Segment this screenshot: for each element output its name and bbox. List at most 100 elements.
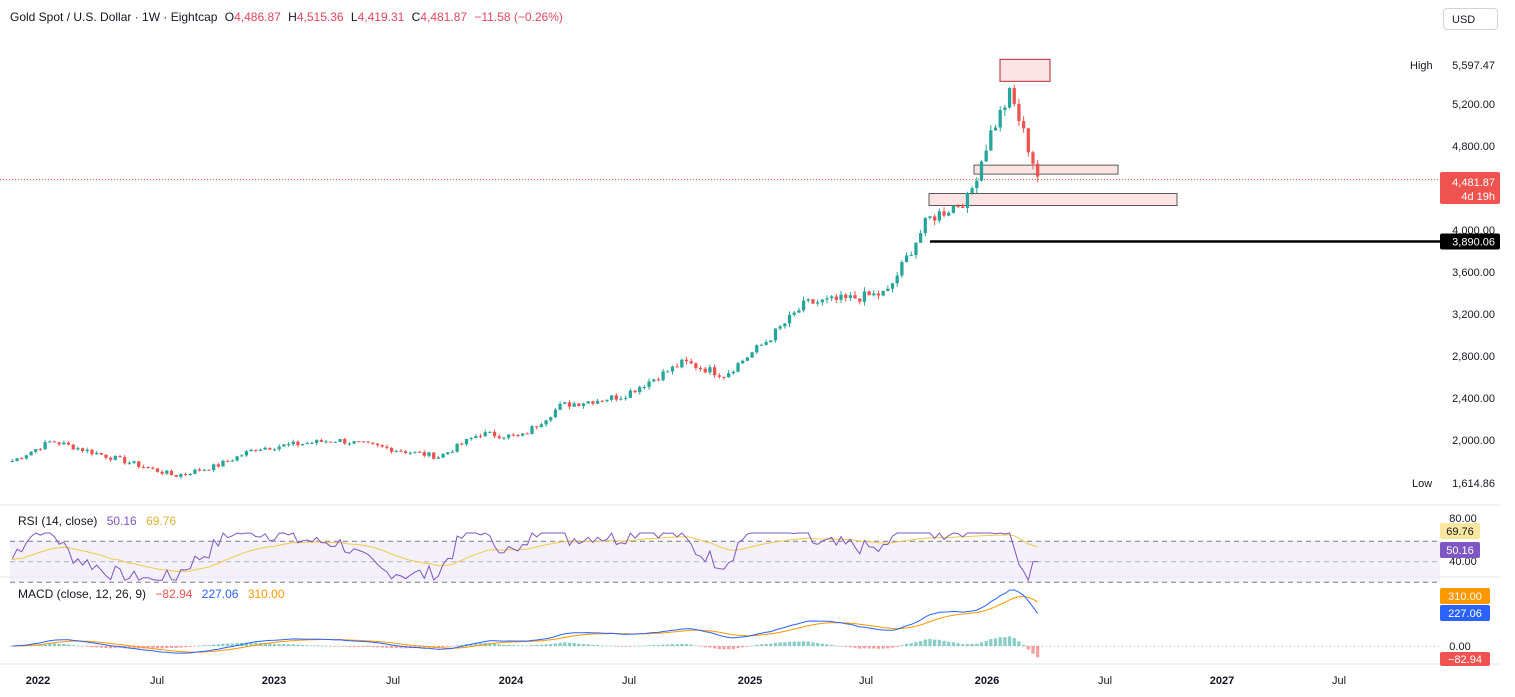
macd-signal-line <box>12 595 1038 653</box>
macd-histogram-bar <box>553 643 558 646</box>
macd-histogram-bar <box>450 646 455 647</box>
candle-body <box>254 449 258 451</box>
candle-body <box>291 441 295 445</box>
candle-body <box>778 326 782 329</box>
macd-histogram-bar <box>881 646 885 649</box>
candle-body <box>801 300 806 311</box>
macd-histogram-bar <box>338 646 342 647</box>
macd-hist-tag-value: −82.94 <box>1448 654 1482 666</box>
macd-histogram-bar <box>928 638 932 646</box>
macd-value: 227.06 <box>201 587 239 601</box>
macd-histogram-bar <box>394 646 398 649</box>
candle-body <box>441 454 445 458</box>
current-price-value: 4,481.87 <box>1452 177 1495 189</box>
candle-body <box>478 436 483 438</box>
change-value: −11.58 (−0.26%) <box>474 10 563 24</box>
symbol-title[interactable]: Gold Spot / U.S. Dollar · 1W · Eightcap <box>10 10 218 24</box>
macd-histogram-bar <box>375 646 380 648</box>
candle-body <box>240 455 244 457</box>
macd-histogram-bar <box>296 644 300 646</box>
macd-histogram-bar <box>305 645 309 646</box>
macd-histogram-bar <box>918 641 923 646</box>
candle-body <box>656 379 661 381</box>
macd-histogram-bar <box>670 644 675 646</box>
candle-body <box>609 395 614 400</box>
candle-body <box>511 434 515 436</box>
candle-body <box>689 361 693 364</box>
candle-body <box>825 298 829 300</box>
candle-body <box>755 345 759 353</box>
candle-body <box>277 446 281 450</box>
candle-body <box>464 438 469 445</box>
candle-body <box>15 458 19 462</box>
candle-body <box>371 442 375 444</box>
rsi-line <box>11 532 1038 582</box>
macd-histogram-bar <box>853 646 857 648</box>
low-label: L <box>350 10 358 24</box>
macd-histogram-bar <box>947 641 951 646</box>
macd-histogram-bar <box>778 642 782 646</box>
macd-histogram-bar <box>628 646 632 647</box>
candle-body <box>66 442 71 445</box>
macd-histogram-bar <box>347 646 352 647</box>
macd-histogram-bar <box>638 645 642 647</box>
candle-body <box>961 206 965 209</box>
macd-histogram-bar <box>717 646 721 650</box>
candle-body <box>652 379 656 382</box>
candle-body <box>282 444 286 447</box>
candle-body <box>389 447 394 452</box>
candle-body <box>385 446 389 448</box>
price-tick-label: 3,200.00 <box>1452 309 1495 321</box>
close-label: C <box>411 10 421 24</box>
candle-body <box>1007 88 1012 108</box>
candle-body <box>343 439 347 444</box>
candle-body <box>207 469 211 471</box>
candle-body <box>614 395 618 400</box>
candle-body <box>118 455 122 458</box>
high-label: H <box>288 10 297 24</box>
macd-histogram-bar <box>558 642 562 646</box>
candle-body <box>57 442 61 445</box>
macd-tag-value: 227.06 <box>1448 608 1482 620</box>
candle-body <box>333 441 338 443</box>
time-axis-label: 2024 <box>499 675 524 687</box>
macd-histogram-bar <box>230 643 235 646</box>
candle-body <box>539 424 544 428</box>
candle-body <box>193 469 197 474</box>
macd-histogram-bar <box>830 644 834 646</box>
macd-histogram-bar <box>722 646 726 650</box>
candle-body <box>230 460 235 462</box>
candle-body <box>183 474 188 476</box>
candle-body <box>174 475 178 477</box>
candle-body <box>310 442 314 444</box>
macd-histogram-bar <box>132 646 136 649</box>
macd-histogram-bar <box>965 644 970 646</box>
close-value: 4,481.87 <box>420 10 468 24</box>
currency-button[interactable]: USD <box>1443 8 1498 30</box>
macd-histogram-bar <box>684 644 689 646</box>
candle-body <box>127 462 132 464</box>
macd-histogram-bar <box>811 642 815 646</box>
macd-histogram-bar <box>221 643 225 646</box>
macd-histogram-bar <box>169 646 174 648</box>
macd-histogram-bar <box>769 643 773 646</box>
candle-body <box>272 449 277 451</box>
rsi-header[interactable]: RSI (14, close) 50.16 69.76 <box>18 514 176 528</box>
macd-histogram-bar <box>862 646 867 649</box>
candle-body <box>380 445 384 447</box>
high-value: 4,515.36 <box>296 10 344 24</box>
macd-histogram-bar <box>586 644 590 646</box>
macd-histogram-bar <box>680 643 684 646</box>
macd-histogram-bar <box>624 646 628 647</box>
candle-body <box>900 262 904 276</box>
macd-histogram-bar <box>975 643 979 646</box>
candle-body <box>811 299 815 304</box>
macd-signal-tag <box>1440 588 1490 604</box>
open-label: O <box>224 10 235 24</box>
time-axis-label: 2026 <box>975 675 999 687</box>
current-price-tag <box>1440 172 1500 204</box>
macd-histogram-bar <box>825 644 829 646</box>
candle-body <box>558 403 562 410</box>
macd-header[interactable]: MACD (close, 12, 26, 9) −82.94 227.06 31… <box>18 587 285 601</box>
